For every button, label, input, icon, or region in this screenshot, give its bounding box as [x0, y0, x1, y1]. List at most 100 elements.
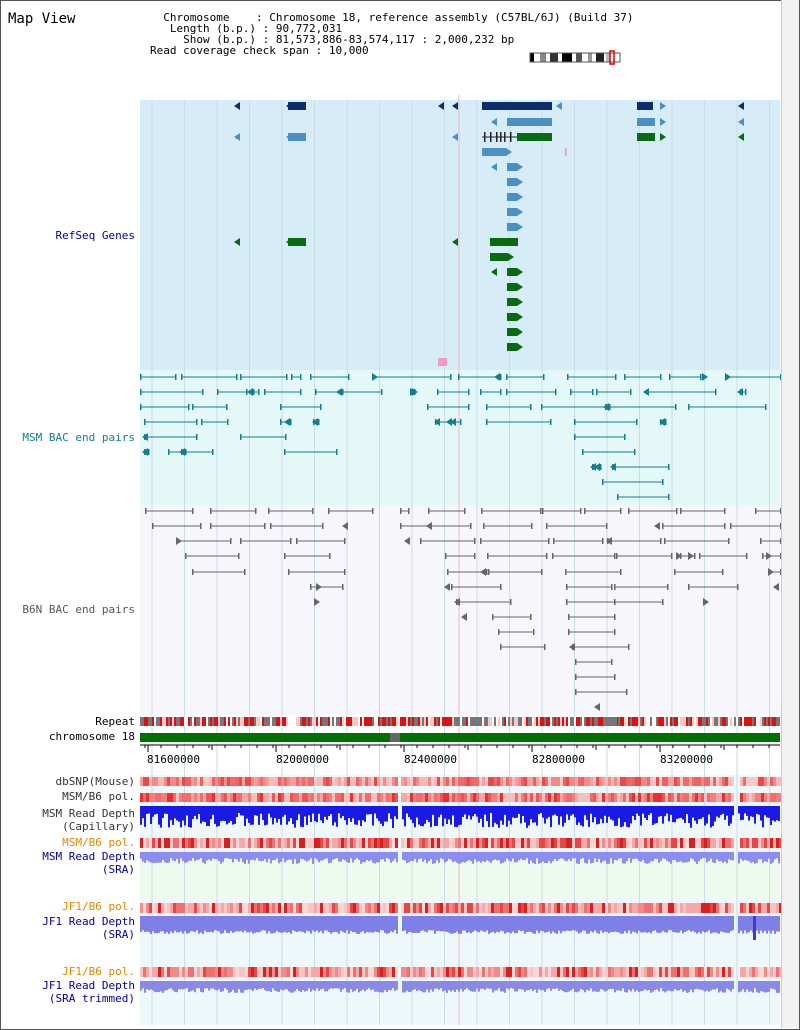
jf1-depth-sra-bar — [260, 916, 262, 932]
msm-bac-arrow — [725, 373, 731, 381]
msm-depth-sra-bar — [290, 852, 292, 860]
track-label-chromosome[interactable]: chromosome 18 — [48, 730, 135, 743]
jf1-depth-trimmed-bar — [716, 981, 718, 989]
msm-depth-sra-bar — [366, 852, 368, 861]
dbsnp-heat — [152, 777, 155, 786]
jf1-depth-trimmed-bar — [576, 981, 578, 993]
jf1-b6-pol-heat — [293, 903, 296, 913]
track-label-msm-depth-capillary[interactable]: MSM Read Depth — [42, 807, 135, 820]
jf1-depth-sra-bar — [498, 916, 500, 933]
jf1-b6-pol-heat — [320, 903, 323, 913]
jf1-b6-pol-heat — [746, 903, 749, 913]
jf1-b6-pol-heat — [350, 903, 353, 913]
msm-depth-capillary-bar — [150, 806, 152, 824]
repeat-segment — [572, 717, 574, 726]
repeat-segment — [526, 717, 528, 726]
jf1-b6-pol-heat — [476, 903, 479, 913]
track-label-refseq[interactable]: RefSeq Genes — [55, 229, 135, 242]
jf1-depth-sra-bar — [392, 916, 394, 933]
jf1-depth-trimmed-bar — [284, 981, 286, 990]
b6n-bac-end — [671, 553, 673, 559]
msm-depth-capillary-bar — [420, 806, 422, 827]
jf1-depth-trimmed-bar — [718, 981, 720, 993]
jf1-b6-pol2-heat — [470, 967, 473, 977]
msm-b6-pol-heat — [758, 793, 761, 802]
dbsnp-heat — [224, 777, 227, 786]
jf1-depth-trimmed-bar — [178, 981, 180, 990]
track-label-msm-b6-pol[interactable]: MSM/B6 pol. — [62, 790, 135, 803]
msm-depth-capillary-bar — [710, 806, 712, 828]
jf1-depth-trimmed-bar — [708, 981, 710, 992]
dbsnp-heat — [347, 777, 350, 786]
b6n-bac-end — [483, 523, 485, 529]
repeat-segment — [594, 717, 596, 726]
msm-depth-sra-bar — [360, 852, 362, 864]
repeat-segment — [276, 717, 278, 726]
msm-depth-capillary-bar — [696, 806, 698, 824]
msm-depth-capillary-bar — [340, 806, 342, 819]
track-label-jf1-b6-pol[interactable]: JF1/B6 pol. — [62, 900, 135, 913]
msm-b6-pol-heat — [176, 793, 179, 802]
b6n-bac-end — [611, 659, 613, 665]
jf1-depth-trimmed-bar — [382, 981, 384, 993]
jf1-depth-trimmed-bar — [600, 981, 602, 989]
track-label-msm-bac[interactable]: MSM BAC end pairs — [22, 431, 135, 444]
jf1-b6-pol-heat — [200, 903, 203, 913]
jf1-depth-sra-bar — [714, 916, 716, 933]
jf1-depth-trimmed-bar — [658, 981, 660, 992]
jf1-depth-sra-bar — [678, 916, 680, 933]
track-label-msm-b6-pol-2[interactable]: MSM/B6 pol. — [62, 836, 135, 849]
dbsnp-heat — [524, 777, 527, 786]
vertical-scrollbar[interactable] — [781, 0, 799, 1028]
track-label-repeat[interactable]: Repeat — [95, 715, 135, 728]
gene-strand-arrow — [660, 118, 666, 126]
jf1-depth-trimmed-bar — [198, 981, 200, 989]
msm-b6-pol2-heat — [659, 838, 662, 848]
jf1-depth-sra-bar — [674, 916, 676, 933]
repeat-segment — [394, 717, 396, 726]
jf1-b6-pol2-heat — [410, 967, 413, 977]
jf1-depth-sra-bar — [670, 916, 672, 931]
dbsnp-heat — [218, 777, 221, 786]
repeat-segment — [280, 717, 282, 726]
msm-depth-sra-bar — [454, 852, 456, 862]
dbsnp-heat — [635, 777, 638, 786]
b6n-bac-end — [546, 553, 548, 559]
jf1-b6-pol-heat — [755, 903, 758, 913]
jf1-depth-sra-bar — [448, 916, 450, 933]
repeat-segment — [278, 717, 280, 726]
msm-depth-sra-bar — [504, 852, 506, 862]
b6n-bac-end — [255, 508, 257, 514]
msm-depth-sra-bar — [762, 852, 764, 863]
repeat-segment — [634, 717, 636, 726]
jf1-depth-trimmed-bar — [232, 981, 234, 990]
repeat-segment — [158, 717, 160, 726]
msm-b6-pol2-heat — [413, 838, 416, 848]
track-label-jf1-depth-sra[interactable]: JF1 Read Depth — [42, 915, 135, 928]
track-label-jf1-b6-pol-2[interactable]: JF1/B6 pol. — [62, 965, 135, 978]
ideogram-band — [530, 53, 534, 62]
msm-depth-capillary-bar — [344, 806, 346, 821]
msm-b6-pol-heat — [374, 793, 377, 802]
msm-b6-pol2-heat — [377, 838, 380, 848]
jf1-b6-pol2-heat — [203, 967, 206, 977]
msm-depth-sra-bar — [764, 852, 766, 862]
track-label-dbsnp[interactable]: dbSNP(Mouse) — [55, 775, 135, 788]
msm-depth-sra-bar — [552, 852, 554, 862]
track-label-b6n-bac[interactable]: B6N BAC end pairs — [22, 603, 135, 616]
jf1-b6-pol-heat — [509, 903, 512, 913]
jf1-b6-pol2-heat — [317, 967, 320, 977]
b6n-bac-end — [451, 584, 453, 590]
jf1-depth-sra-bar — [156, 916, 158, 934]
track-label-jf1-depth-trimmed[interactable]: JF1 Read Depth — [42, 979, 135, 992]
msm-b6-pol-heat — [593, 793, 596, 802]
repeat-segment — [648, 717, 650, 726]
msm-bac-end — [602, 479, 604, 485]
msm-depth-sra-bar — [476, 852, 478, 862]
track-label-msm-depth-sra[interactable]: MSM Read Depth — [42, 850, 135, 863]
jf1-depth-sra-bar — [500, 916, 502, 931]
jf1-depth-sra-bar — [660, 916, 662, 933]
repeat-segment — [676, 717, 678, 726]
jf1-depth-trimmed-bar — [154, 981, 156, 993]
msm-bac-end — [348, 374, 350, 380]
